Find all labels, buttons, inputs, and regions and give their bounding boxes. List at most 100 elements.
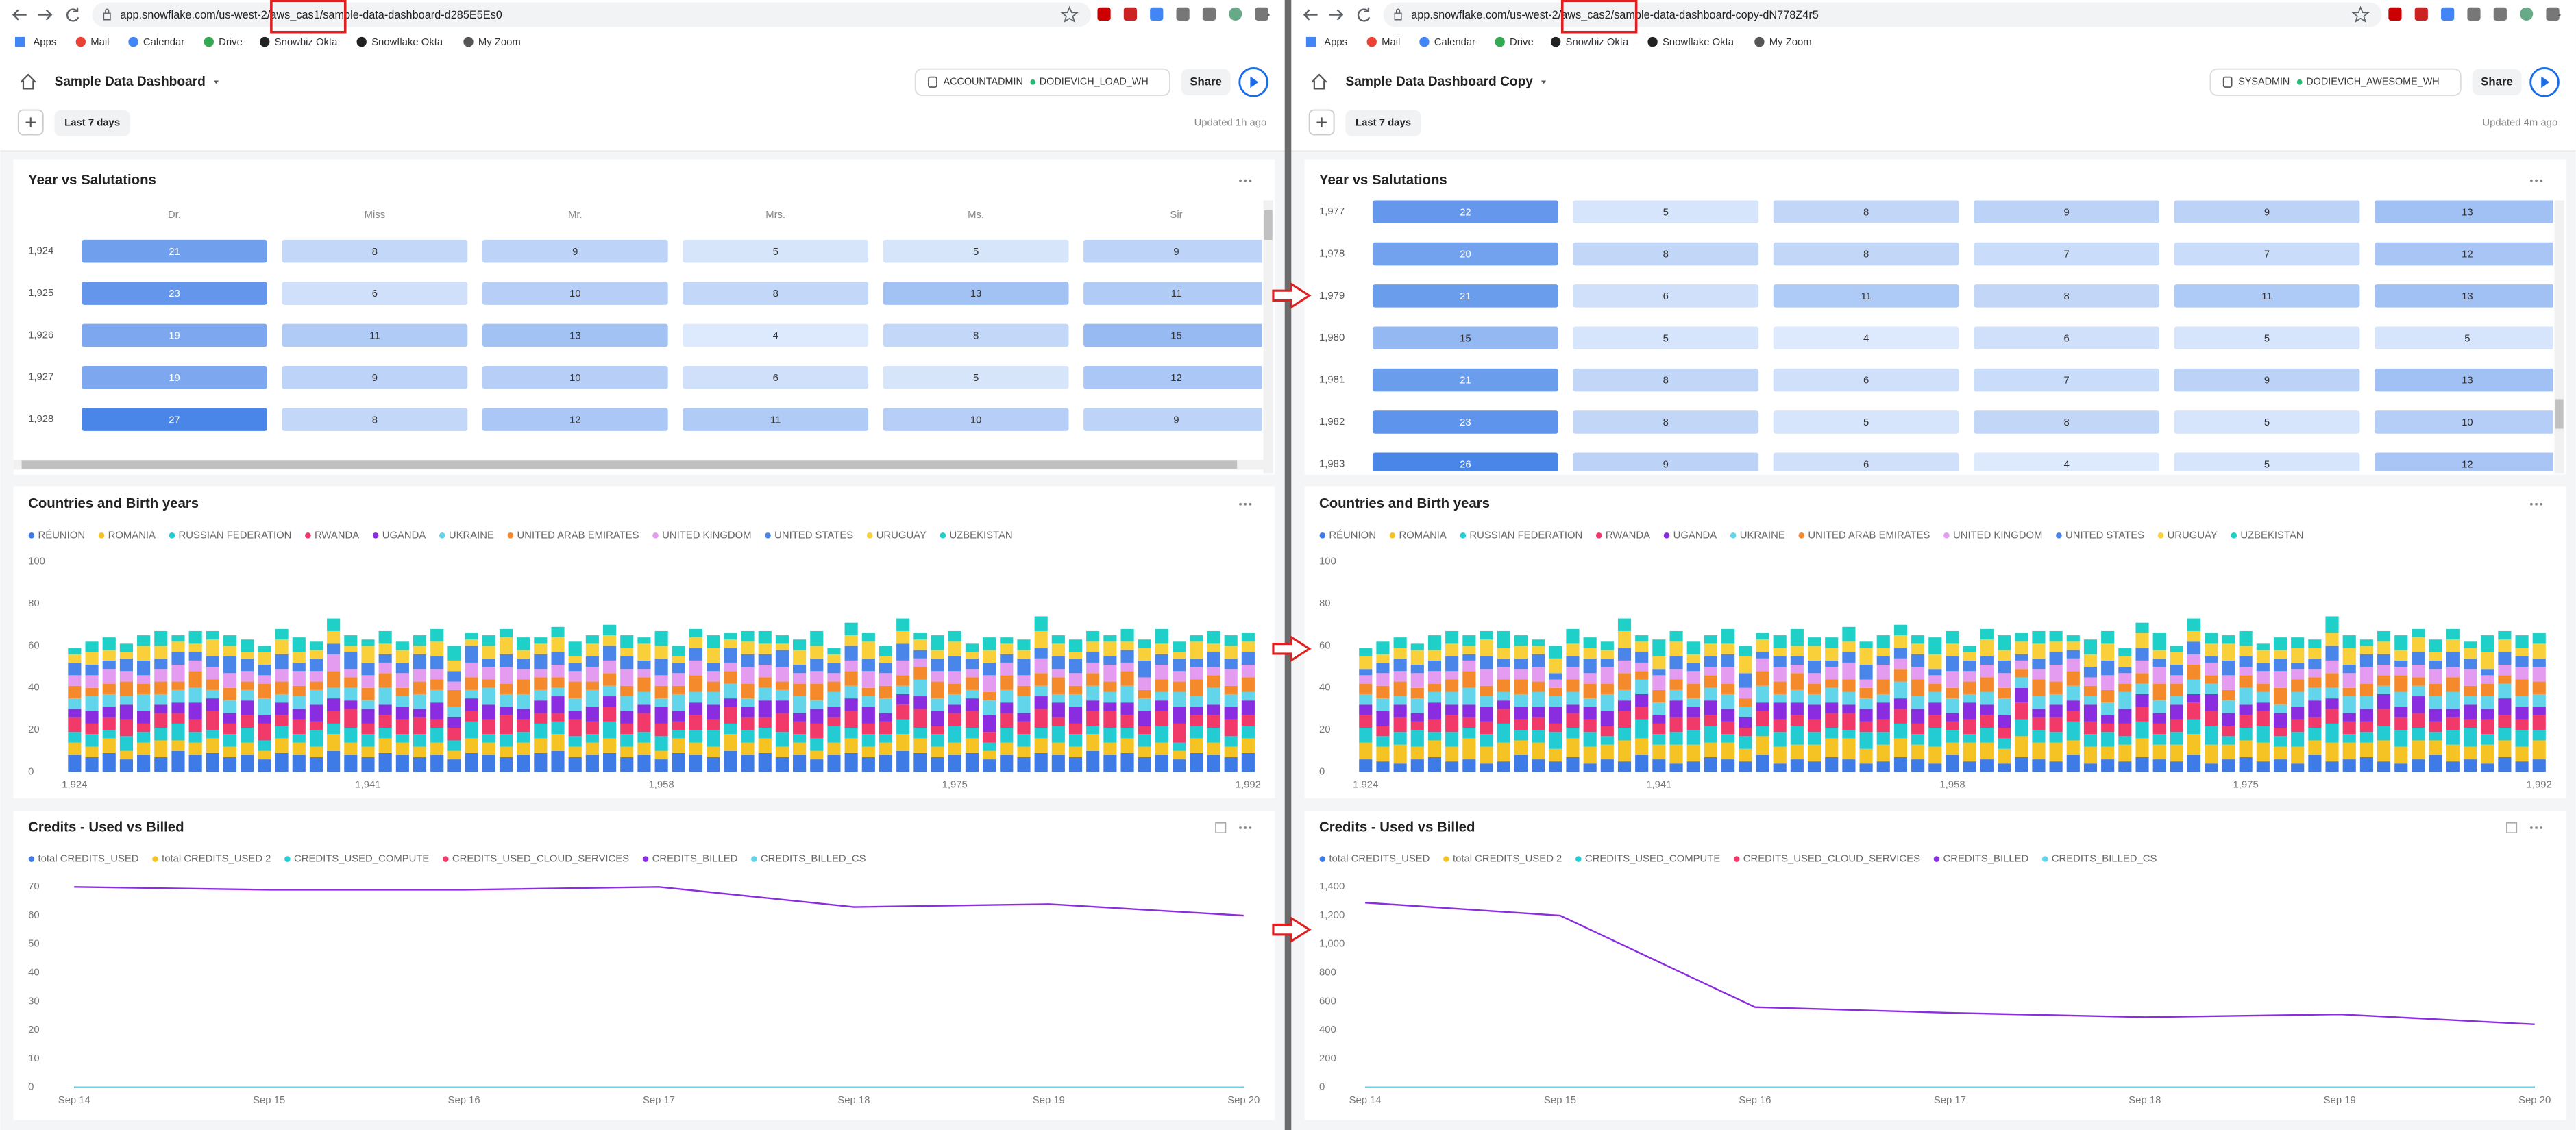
heat-cell bbox=[1974, 326, 2160, 350]
extension-icon[interactable] bbox=[2414, 7, 2428, 21]
bar-segment bbox=[1224, 757, 1238, 772]
bookmark[interactable]: Snowflake Okta bbox=[1663, 37, 1734, 48]
extension-icon[interactable] bbox=[1229, 7, 1242, 21]
bar-segment bbox=[2066, 641, 2080, 650]
h-scroll-thumb[interactable] bbox=[21, 460, 1238, 469]
bar-segment bbox=[241, 754, 254, 772]
bookmark[interactable]: Mail bbox=[1382, 37, 1400, 48]
dashboard-title[interactable]: Sample Data Dashboard bbox=[55, 75, 206, 89]
bar-segment bbox=[1635, 719, 1649, 739]
reload-button[interactable] bbox=[66, 7, 79, 22]
bar-segment bbox=[1704, 643, 1718, 656]
bar-segment bbox=[2532, 681, 2546, 694]
bookmark[interactable]: Apps bbox=[1324, 37, 1347, 48]
extension-icon[interactable] bbox=[2520, 7, 2534, 21]
extension-icon[interactable] bbox=[2388, 7, 2402, 21]
expand-icon[interactable] bbox=[1215, 822, 1227, 834]
bar-segment bbox=[85, 711, 99, 724]
bar-segment bbox=[465, 698, 478, 711]
bookmark-star[interactable] bbox=[2351, 5, 2370, 23]
date-filter[interactable] bbox=[1345, 110, 1421, 136]
bookmark[interactable]: Calendar bbox=[143, 37, 184, 48]
bar-segment bbox=[1790, 673, 1804, 690]
bar-segment bbox=[1893, 757, 1908, 772]
bar-segment bbox=[309, 746, 323, 758]
legend-swatch bbox=[2056, 532, 2062, 539]
bar-segment bbox=[1376, 698, 1390, 711]
bookmark[interactable]: Drive bbox=[1510, 37, 1534, 48]
extension-icon[interactable] bbox=[1123, 7, 1137, 21]
bookmark[interactable]: My Zoom bbox=[1769, 37, 1812, 48]
dashboard-title[interactable]: Sample Data Dashboard Copy bbox=[1345, 75, 1533, 89]
reload-button[interactable] bbox=[1357, 7, 1371, 22]
legend-swatch bbox=[1389, 532, 1396, 539]
extension-icon[interactable] bbox=[2493, 7, 2507, 21]
v-scroll-track[interactable] bbox=[1263, 200, 1273, 474]
extension-icon[interactable] bbox=[1255, 7, 1268, 21]
share-button[interactable] bbox=[2472, 69, 2522, 96]
bar-segment bbox=[2049, 681, 2063, 694]
bookmark[interactable]: Mail bbox=[90, 37, 109, 48]
extension-icon[interactable] bbox=[2441, 7, 2455, 21]
address-bar[interactable] bbox=[1383, 2, 2382, 27]
bookmark-star[interactable] bbox=[1060, 5, 1079, 23]
share-button[interactable] bbox=[1181, 69, 1231, 96]
bookmark[interactable]: Snowflake Okta bbox=[371, 37, 443, 48]
bar-segment bbox=[395, 719, 409, 735]
context-pill[interactable] bbox=[2209, 68, 2462, 96]
bar-segment bbox=[1721, 721, 1735, 735]
bar-segment bbox=[1120, 728, 1134, 739]
url[interactable]: app.snowflake.com/us-west-2/aws_cas2/sam… bbox=[1411, 9, 1819, 21]
x-tick-label: Sep 14 bbox=[1349, 1095, 1382, 1106]
forward-button[interactable] bbox=[1329, 9, 1344, 21]
bar-segment bbox=[1086, 630, 1100, 642]
bookmark[interactable]: Drive bbox=[219, 37, 243, 48]
context-pill[interactable] bbox=[914, 68, 1170, 96]
extension-icon[interactable] bbox=[1202, 7, 1216, 21]
back-button[interactable] bbox=[12, 9, 27, 21]
bar-segment bbox=[965, 643, 979, 652]
bar-segment bbox=[2291, 637, 2305, 648]
bar-segment bbox=[741, 654, 755, 667]
back-button[interactable] bbox=[1303, 9, 1318, 21]
bookmark[interactable]: Apps bbox=[33, 37, 56, 48]
bar-segment bbox=[1825, 757, 1839, 772]
url[interactable]: app.snowflake.com/us-west-2/aws_cas1/sam… bbox=[120, 9, 502, 21]
v-scroll-thumb[interactable] bbox=[2555, 399, 2564, 429]
bar-segment bbox=[309, 658, 323, 672]
heat-cell bbox=[883, 239, 1069, 263]
heat-cell bbox=[1372, 242, 1558, 266]
bar-segment bbox=[1963, 719, 1976, 735]
date-filter-label[interactable]: Last 7 days bbox=[64, 118, 120, 129]
extension-icon[interactable] bbox=[2467, 7, 2481, 21]
bookmark[interactable]: Snowbiz Okta bbox=[275, 37, 338, 48]
share-label[interactable]: Share bbox=[2481, 75, 2513, 88]
v-scroll-track[interactable] bbox=[2554, 200, 2564, 474]
date-filter-label[interactable]: Last 7 days bbox=[1356, 118, 1411, 129]
bar-segment bbox=[654, 707, 668, 724]
extension-icon[interactable] bbox=[1150, 7, 1164, 21]
v-scroll-thumb[interactable] bbox=[1264, 210, 1273, 240]
bookmark[interactable]: My Zoom bbox=[478, 37, 521, 48]
extension-icon[interactable] bbox=[1097, 7, 1111, 21]
bookmark[interactable]: Snowbiz Okta bbox=[1566, 37, 1629, 48]
bar-segment bbox=[1739, 656, 1752, 674]
bookmark[interactable]: Calendar bbox=[1434, 37, 1475, 48]
bar-segment bbox=[2015, 687, 2028, 703]
bar-segment bbox=[1155, 665, 1169, 680]
address-bar[interactable] bbox=[92, 2, 1091, 27]
forward-button[interactable] bbox=[38, 9, 53, 21]
bar-segment bbox=[2325, 616, 2339, 634]
expand-icon[interactable] bbox=[2506, 822, 2518, 834]
bar-segment bbox=[2152, 658, 2166, 667]
extension-icon[interactable] bbox=[2546, 7, 2560, 21]
home-icon[interactable] bbox=[20, 73, 36, 90]
bar-segment bbox=[948, 683, 961, 694]
role-label: SYSADMIN bbox=[2238, 77, 2290, 88]
extension-icon[interactable] bbox=[1176, 7, 1190, 21]
bar-segment bbox=[931, 711, 944, 726]
date-filter[interactable] bbox=[54, 110, 130, 136]
home-icon[interactable] bbox=[1311, 73, 1327, 90]
share-label[interactable]: Share bbox=[1190, 75, 1222, 88]
bar-segment bbox=[1000, 643, 1014, 654]
